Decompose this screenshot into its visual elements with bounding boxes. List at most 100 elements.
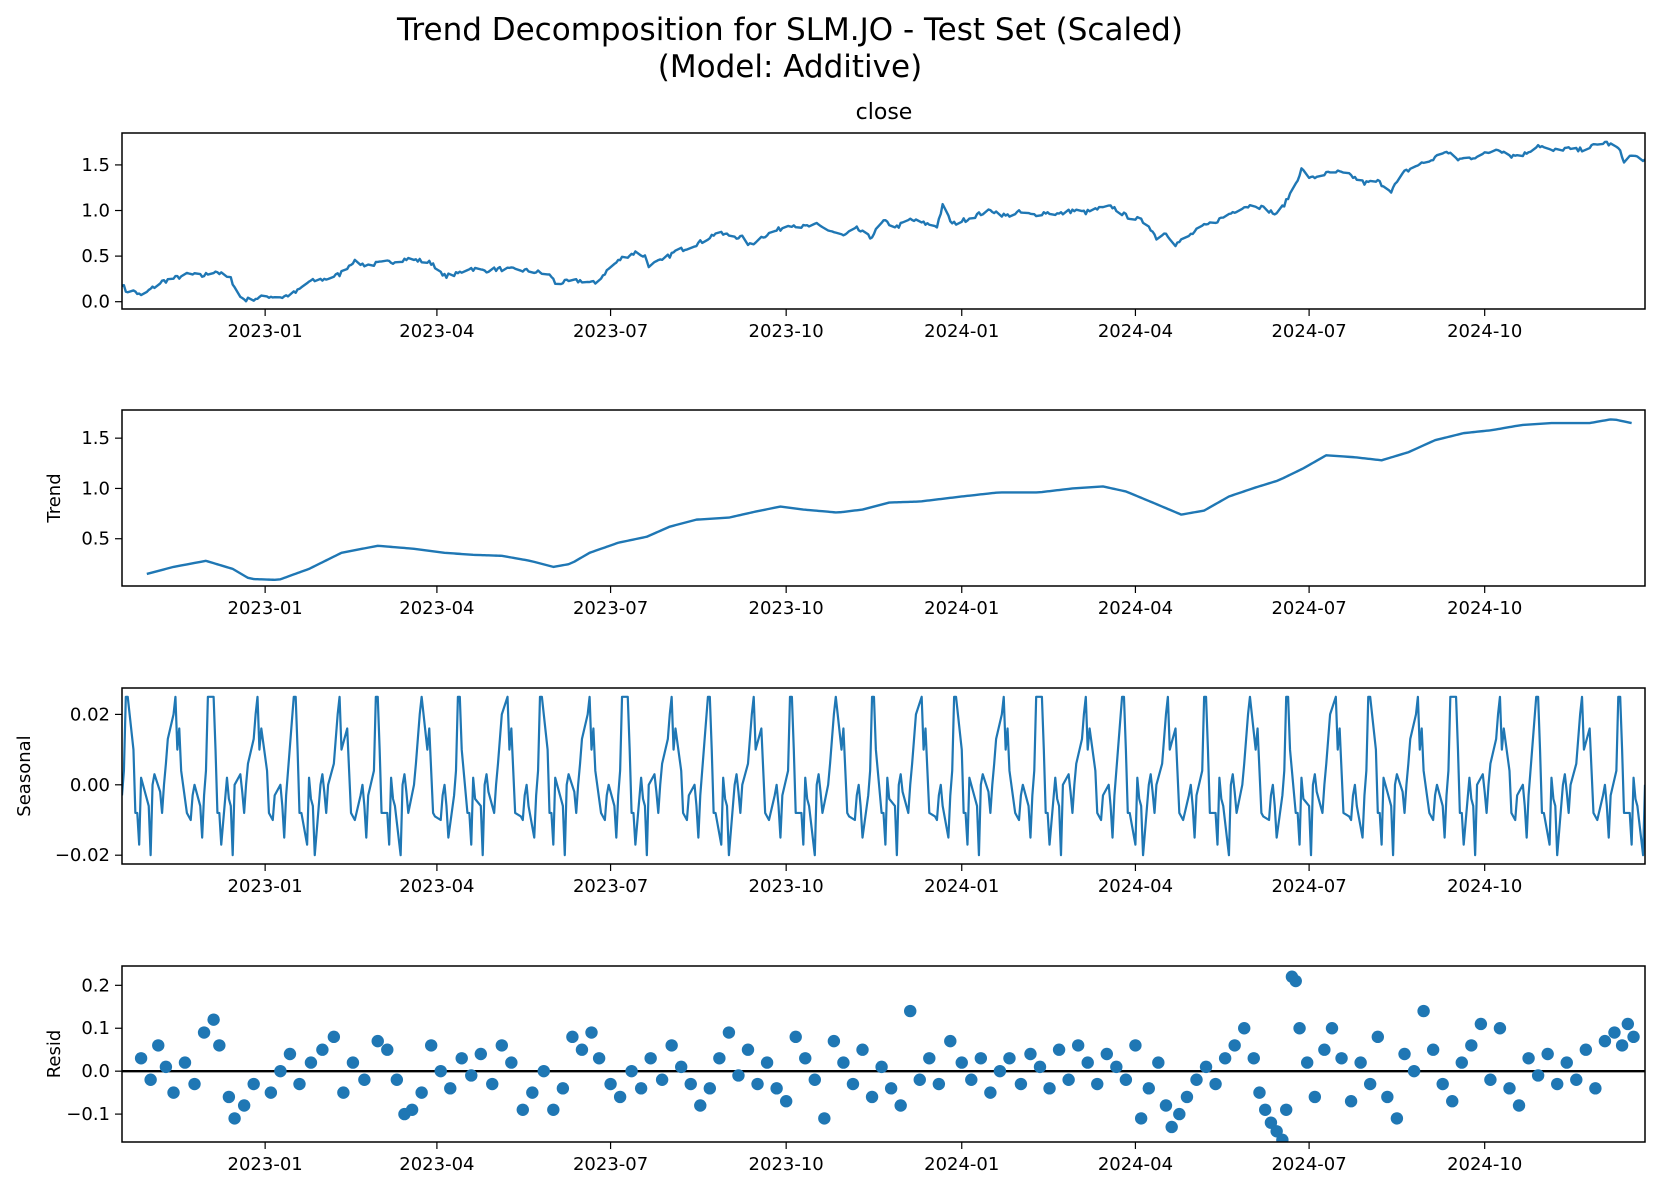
resid-point [1071, 1039, 1085, 1052]
y-tick-label: 0.2 [81, 975, 110, 996]
resid-point [556, 1082, 570, 1095]
resid-point [1522, 1052, 1535, 1065]
resid-point [1062, 1073, 1075, 1086]
x-tick-label: 2024-04 [1098, 876, 1173, 897]
resid-point [207, 1013, 220, 1026]
close-panel: close 0.0 0.5 1.0 1.5 2023-01 2023-04 2023-07… [81, 100, 1646, 342]
x-tick-label: 2024-01 [924, 876, 999, 897]
seasonal-line [122, 695, 1645, 857]
x-tick-label: 2024-10 [1447, 598, 1522, 619]
resid-point [1621, 1017, 1635, 1031]
resid-point [390, 1073, 404, 1086]
resid-point [144, 1073, 157, 1086]
resid-point [1159, 1099, 1173, 1112]
resid-point [644, 1052, 657, 1065]
resid-point [537, 1064, 550, 1078]
x-tick-label: 2023-04 [399, 598, 474, 619]
resid-x-axis: 2023-01 2023-04 2023-07 2023-10 2024-01 2024-… [228, 1142, 1522, 1175]
y-tick-label: 1.0 [81, 201, 110, 222]
resid-point [1503, 1082, 1516, 1095]
x-tick-label: 2024-01 [924, 321, 999, 342]
y-tick-label: −0.02 [55, 845, 110, 866]
resid-point [675, 1060, 688, 1074]
x-tick-label: 2024-07 [1271, 1154, 1346, 1175]
x-tick-label: 2024-10 [1447, 321, 1522, 342]
resid-point [1199, 1060, 1213, 1074]
trend-y-label: Trend [44, 473, 65, 523]
x-tick-label: 2023-04 [399, 876, 474, 897]
resid-point [993, 1064, 1007, 1078]
y-tick-label: 1.0 [81, 478, 110, 499]
resid-point [1318, 1043, 1331, 1056]
resid-point [134, 1052, 148, 1065]
resid-point [732, 1069, 745, 1082]
seasonal-y-axis: −0.02 0.00 0.02 [55, 704, 122, 866]
resid-point [167, 1086, 180, 1099]
x-tick-label: 2024-10 [1447, 876, 1522, 897]
trend-y-axis: 0.5 1.0 1.5 [81, 428, 122, 550]
resid-point [1531, 1069, 1545, 1082]
resid-point [1134, 1112, 1148, 1125]
resid-point [1512, 1099, 1526, 1112]
resid-point [1300, 1056, 1314, 1069]
resid-point [1398, 1047, 1411, 1061]
resid-point [283, 1047, 297, 1061]
resid-point [703, 1082, 717, 1095]
resid-point [434, 1064, 447, 1078]
close-x-axis: 2023-01 2023-04 2023-07 2023-10 2024-01 2024-… [228, 309, 1522, 342]
y-tick-label: 0.0 [81, 1061, 110, 1082]
resid-point [665, 1039, 678, 1052]
resid-point [1598, 1034, 1612, 1048]
resid-point [865, 1090, 879, 1104]
seasonal-series [122, 695, 1645, 857]
resid-point [1325, 1022, 1339, 1035]
resid-point [974, 1052, 988, 1065]
resid-point [222, 1090, 236, 1104]
close-panel-title: close [856, 100, 913, 125]
resid-point [465, 1069, 478, 1082]
resid-point [1142, 1082, 1155, 1095]
resid-point [1335, 1052, 1348, 1065]
resid-point [613, 1090, 627, 1104]
y-tick-label: 0.5 [81, 246, 110, 267]
resid-point [178, 1056, 192, 1069]
x-tick-label: 2023-01 [228, 321, 303, 342]
resid-point [1446, 1095, 1459, 1108]
resid-point [625, 1064, 638, 1078]
resid-panel: Resid −0.10.00.10.2 2023-01 2023-04 2023-0… [44, 965, 1646, 1175]
resid-point [1024, 1047, 1037, 1061]
resid-point [1209, 1077, 1222, 1091]
resid-point [337, 1086, 350, 1099]
resid-point [634, 1082, 648, 1095]
y-tick-label: 0.5 [81, 529, 110, 550]
resid-point [1190, 1073, 1203, 1086]
x-tick-label: 2023-07 [573, 876, 648, 897]
resid-point [846, 1077, 860, 1091]
resid-point [1579, 1043, 1593, 1056]
resid-point [1052, 1043, 1066, 1056]
resid-point [371, 1034, 384, 1048]
x-tick-label: 2023-01 [228, 876, 303, 897]
resid-point [923, 1052, 936, 1065]
resid-point [327, 1030, 341, 1044]
resid-point [779, 1095, 793, 1108]
close-line [122, 140, 1645, 303]
resid-point [684, 1077, 697, 1091]
x-tick-label: 2024-04 [1098, 321, 1173, 342]
resid-point [789, 1030, 802, 1044]
figure-title-line2: (Model: Additive) [658, 49, 922, 85]
resid-point [655, 1073, 669, 1086]
resid-point [1308, 1090, 1322, 1104]
x-tick-label: 2023-07 [573, 598, 648, 619]
trend-panel: Trend 0.51.01.5 2023-01 2023-04 2023-07 202… [44, 409, 1646, 619]
resid-point [913, 1073, 926, 1086]
resid-point [1180, 1090, 1194, 1104]
x-tick-label: 2023-10 [749, 876, 824, 897]
resid-point [486, 1077, 499, 1091]
resid-point [1289, 974, 1302, 988]
resid-point [1541, 1047, 1554, 1061]
resid-point [455, 1052, 468, 1065]
resid-point [1344, 1095, 1358, 1108]
resid-point [1238, 1022, 1251, 1035]
resid-point [547, 1103, 560, 1117]
